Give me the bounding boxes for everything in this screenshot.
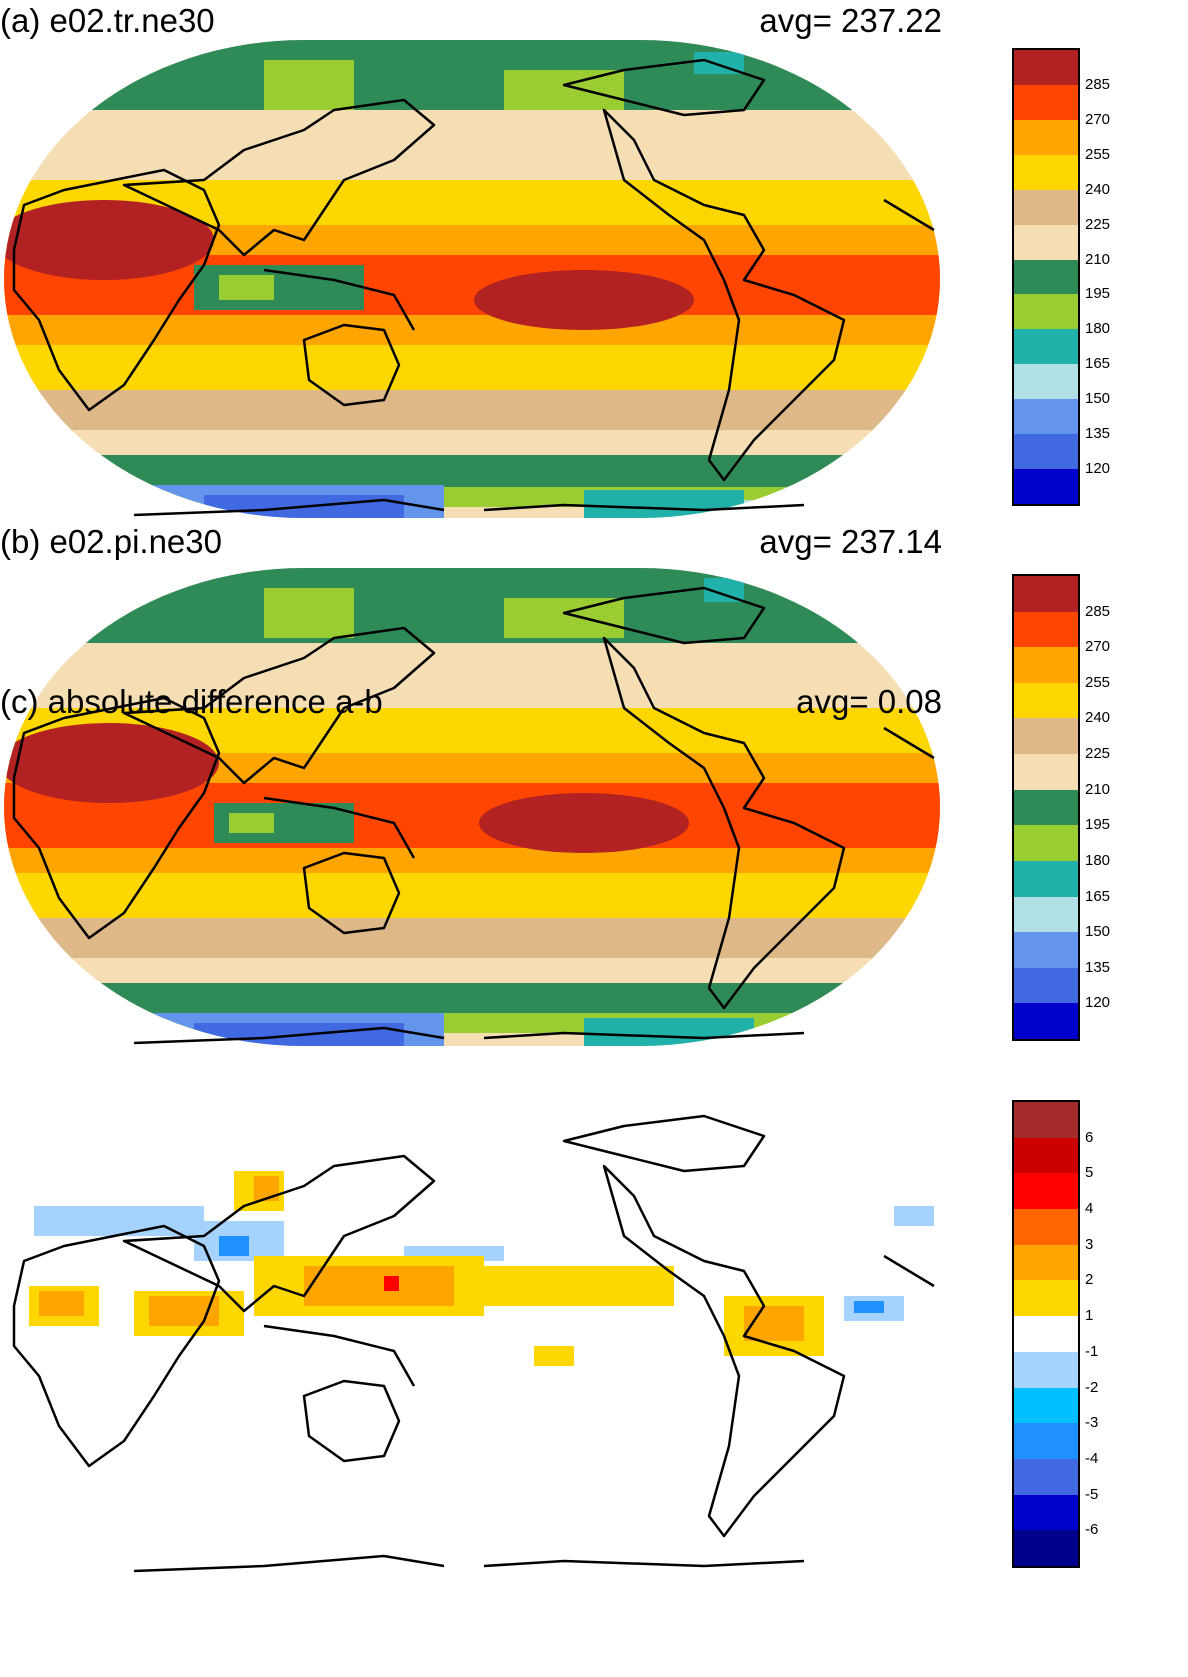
colorbar-swatch — [1014, 825, 1078, 862]
colorbar-swatch — [1014, 1173, 1078, 1210]
colorbar-tick-label: 2 — [1085, 1271, 1094, 1289]
colorbar-tick-label: 120 — [1085, 460, 1111, 478]
colorbar-tick-label: 3 — [1085, 1235, 1094, 1253]
colorbar-tick-label: 180 — [1085, 320, 1111, 338]
colorbar-tick-label: 5 — [1085, 1164, 1094, 1182]
colorbar-tick-label: 135 — [1085, 958, 1111, 976]
colorbar-swatch — [1014, 967, 1078, 1004]
colorbar-swatch — [1014, 119, 1078, 156]
colorbar-tick-label: 225 — [1085, 745, 1111, 763]
colorbar-swatch — [1014, 1003, 1078, 1040]
colorbar-swatch — [1014, 1423, 1078, 1460]
colorbar-swatch — [1014, 1458, 1078, 1496]
panel-b-map — [4, 568, 940, 1046]
panel-a-colorbar — [1012, 48, 1080, 506]
panel-a-avg: avg= 237.22 — [759, 2, 942, 39]
colorbar-swatch — [1014, 1102, 1078, 1139]
panel-c-title: (c) absolute difference a-b — [0, 683, 383, 720]
colorbar-tick-label: 285 — [1085, 75, 1111, 93]
panel-b-avg: avg= 237.14 — [759, 523, 942, 560]
colorbar-swatch — [1014, 896, 1078, 933]
colorbar-swatch — [1014, 1494, 1078, 1531]
colorbar-swatch — [1014, 682, 1078, 719]
colorbar-tick-label: 1 — [1085, 1307, 1094, 1325]
colorbar-tick-label: 150 — [1085, 923, 1111, 941]
panel-b-colorbar — [1012, 574, 1080, 1041]
colorbar-tick-label: 285 — [1085, 602, 1111, 620]
colorbar-swatch — [1014, 1387, 1078, 1424]
colorbar-swatch — [1014, 754, 1078, 791]
panel-a-map — [4, 40, 940, 518]
colorbar-tick-label: 270 — [1085, 638, 1111, 656]
colorbar-swatch — [1014, 50, 1078, 86]
colorbar-swatch — [1014, 718, 1078, 755]
colorbar-swatch — [1014, 1209, 1078, 1246]
colorbar-swatch — [1014, 294, 1078, 330]
colorbar-tick-label: -5 — [1085, 1485, 1099, 1503]
colorbar-tick-label: 165 — [1085, 355, 1111, 373]
panel-b-title: (b) e02.pi.ne30 — [0, 523, 222, 560]
colorbar-swatch — [1014, 364, 1078, 400]
colorbar-swatch — [1014, 224, 1078, 261]
colorbar-swatch — [1014, 932, 1078, 969]
colorbar-swatch — [1014, 154, 1078, 191]
colorbar-tick-label: 165 — [1085, 887, 1111, 905]
colorbar-tick-label: -1 — [1085, 1342, 1099, 1360]
colorbar-swatch — [1014, 1137, 1078, 1174]
colorbar-swatch — [1014, 434, 1078, 470]
colorbar-swatch — [1014, 1351, 1078, 1389]
colorbar-tick-label: 120 — [1085, 994, 1111, 1012]
colorbar-tick-label: 135 — [1085, 425, 1111, 443]
colorbar-swatch — [1014, 1316, 1078, 1353]
colorbar-tick-label: 225 — [1085, 215, 1111, 233]
colorbar-swatch — [1014, 1280, 1078, 1317]
colorbar-tick-label: -6 — [1085, 1521, 1099, 1539]
panel-c-map — [12, 1114, 935, 1573]
colorbar-tick-label: -2 — [1085, 1378, 1099, 1396]
colorbar-tick-label: 255 — [1085, 145, 1111, 163]
colorbar-swatch — [1014, 576, 1078, 613]
colorbar-tick-label: 240 — [1085, 709, 1111, 727]
colorbar-swatch — [1014, 647, 1078, 684]
colorbar-tick-label: -4 — [1085, 1449, 1099, 1467]
colorbar-swatch — [1014, 1530, 1078, 1567]
colorbar-swatch — [1014, 189, 1078, 226]
colorbar-swatch — [1014, 259, 1078, 295]
colorbar-swatch — [1014, 469, 1078, 505]
colorbar-swatch — [1014, 1244, 1078, 1281]
panel-c-colorbar — [1012, 1100, 1080, 1568]
colorbar-swatch — [1014, 329, 1078, 365]
colorbar-tick-label: 210 — [1085, 250, 1111, 268]
colorbar-tick-label: 150 — [1085, 390, 1111, 408]
colorbar-tick-label: -3 — [1085, 1414, 1099, 1432]
colorbar-swatch — [1014, 860, 1078, 898]
colorbar-tick-label: 240 — [1085, 180, 1111, 198]
panel-c-avg: avg= 0.08 — [796, 683, 942, 720]
colorbar-tick-label: 195 — [1085, 285, 1111, 303]
colorbar-tick-label: 180 — [1085, 851, 1111, 869]
colorbar-tick-label: 270 — [1085, 110, 1111, 128]
colorbar-swatch — [1014, 789, 1078, 826]
colorbar-tick-label: 210 — [1085, 780, 1111, 798]
panel-a-title: (a) e02.tr.ne30 — [0, 2, 215, 39]
colorbar-tick-label: 6 — [1085, 1128, 1094, 1146]
colorbar-swatch — [1014, 399, 1078, 435]
colorbar-tick-label: 195 — [1085, 816, 1111, 834]
colorbar-tick-label: 4 — [1085, 1200, 1094, 1218]
colorbar-swatch — [1014, 611, 1078, 648]
colorbar-swatch — [1014, 84, 1078, 121]
colorbar-tick-label: 255 — [1085, 673, 1111, 691]
